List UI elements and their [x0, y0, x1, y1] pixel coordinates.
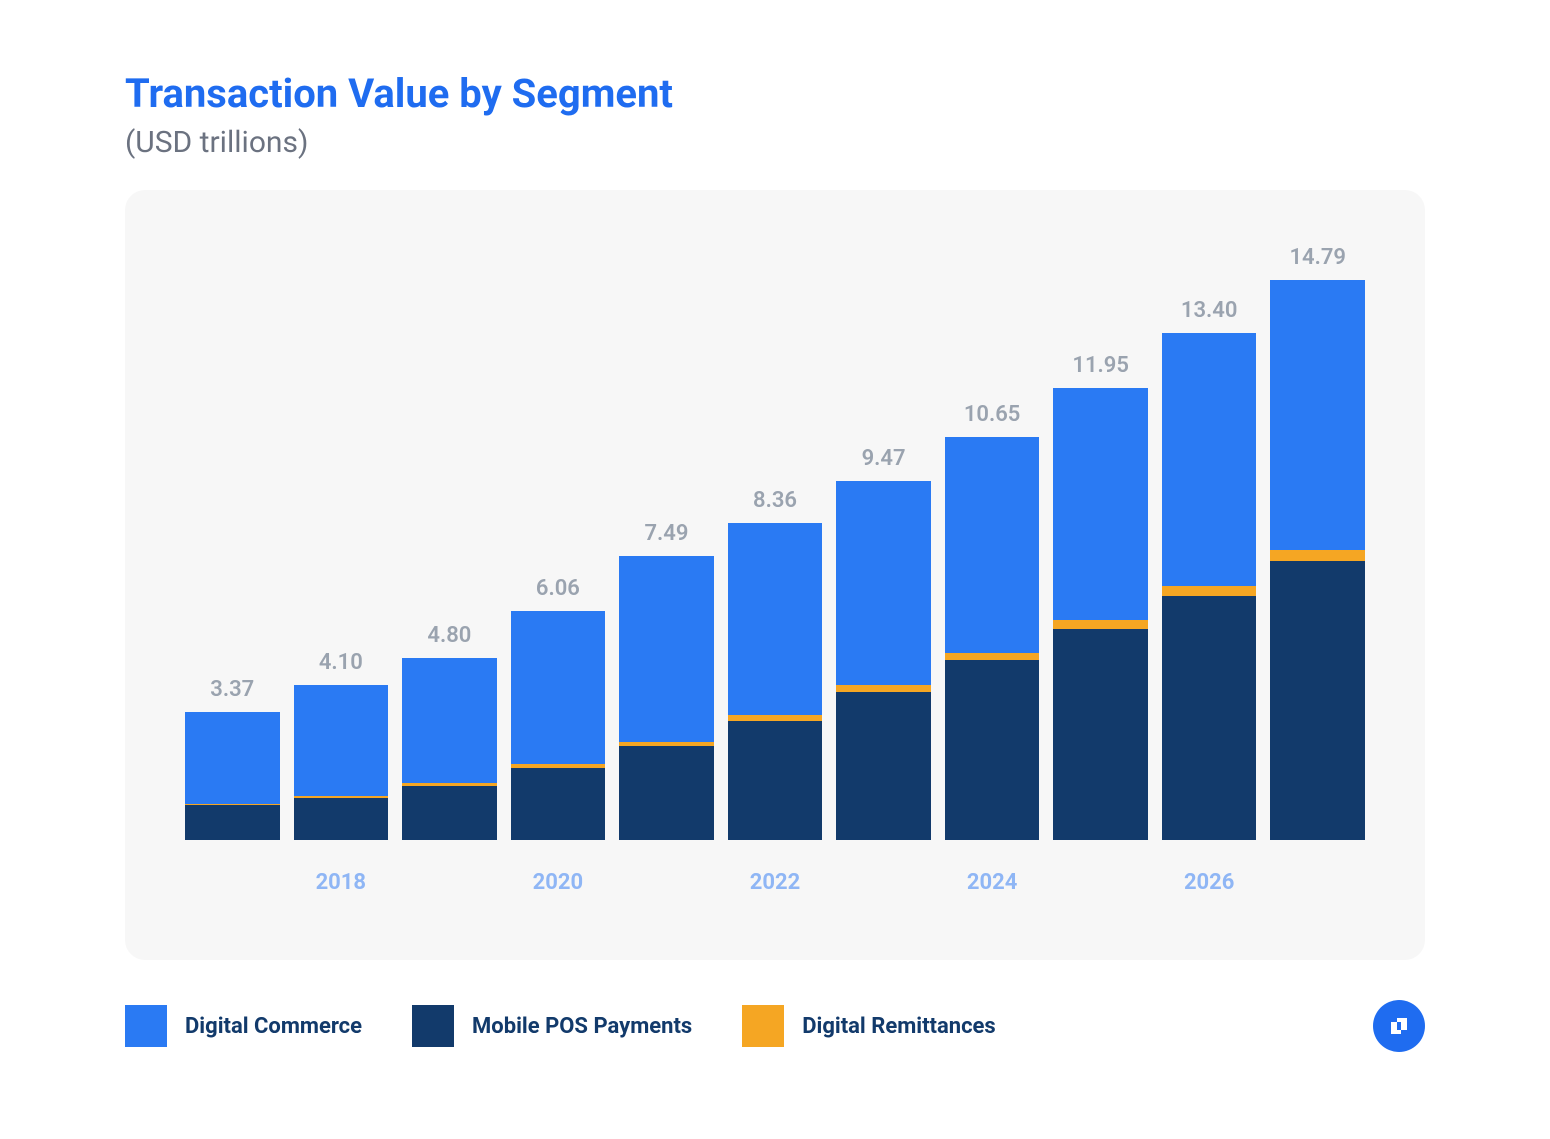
x-tick-label [836, 870, 931, 895]
bar-total-label: 11.95 [1072, 353, 1129, 378]
chart-title: Transaction Value by Segment [125, 70, 1425, 117]
bar-group: 9.47 [836, 240, 931, 840]
bar-total-label: 13.40 [1181, 298, 1238, 323]
bar-total-label: 14.79 [1289, 245, 1346, 270]
brand-logo-icon [1373, 1000, 1425, 1052]
bar-group: 4.10 [294, 240, 389, 840]
bar-segment [619, 746, 714, 840]
bar-segment [1053, 629, 1148, 840]
bar-stack [1162, 333, 1257, 840]
bar-stack [836, 481, 931, 840]
bar-stack [511, 611, 606, 840]
bar-group: 6.06 [511, 240, 606, 840]
bar-stack [402, 658, 497, 840]
bar-stack [294, 685, 389, 840]
bar-group: 8.36 [728, 240, 823, 840]
bar-stack [1053, 388, 1148, 840]
bar-segment [945, 653, 1040, 661]
bar-segment [1162, 596, 1257, 840]
legend-item: Mobile POS Payments [412, 1005, 692, 1047]
x-tick-label: 2020 [511, 870, 606, 895]
bar-total-label: 3.37 [210, 677, 254, 702]
bar-segment [402, 658, 497, 783]
bar-segment [728, 721, 823, 840]
bar-segment [511, 768, 606, 840]
x-tick-label [1270, 870, 1365, 895]
bar-segment [836, 481, 931, 684]
bar-group: 7.49 [619, 240, 714, 840]
bar-stack [945, 437, 1040, 840]
bar-total-label: 4.10 [319, 650, 363, 675]
bar-stack [1270, 280, 1365, 840]
x-tick-label: 2018 [294, 870, 389, 895]
bar-group: 11.95 [1053, 240, 1148, 840]
x-tick-label [1053, 870, 1148, 895]
bar-segment [619, 556, 714, 741]
bar-segment [294, 685, 389, 797]
bar-segment [511, 611, 606, 765]
legend: Digital Commerce Mobile POS Payments Digit… [125, 1000, 1425, 1052]
bar-segment [1053, 620, 1148, 629]
legend-label: Digital Commerce [185, 1014, 362, 1039]
legend-swatch [742, 1005, 784, 1047]
x-tick-label: 2026 [1162, 870, 1257, 895]
bar-group: 4.80 [402, 240, 497, 840]
legend-label: Digital Remittances [802, 1014, 996, 1039]
bar-stack [619, 556, 714, 840]
bar-segment [185, 712, 280, 804]
x-tick-label [402, 870, 497, 895]
bar-total-label: 4.80 [427, 623, 471, 648]
bar-segment [1270, 550, 1365, 561]
chart-area: 3.37 4.10 4.80 6.06 7.49 8.36 9.47 10.65 11.95 13… [125, 190, 1425, 960]
bar-segment [836, 692, 931, 840]
bar-total-label: 9.47 [862, 446, 906, 471]
bar-segment [728, 523, 823, 715]
bar-segment [294, 798, 389, 840]
bar-segment [1162, 333, 1257, 587]
bar-total-label: 7.49 [644, 521, 688, 546]
bar-stack [728, 523, 823, 840]
legend-item: Digital Remittances [742, 1005, 996, 1047]
bar-segment [945, 660, 1040, 840]
bar-segment [836, 685, 931, 692]
bar-total-label: 6.06 [536, 576, 580, 601]
chart-subtitle: (USD trillions) [125, 125, 1425, 160]
bar-total-label: 8.36 [753, 488, 797, 513]
bar-segment [1270, 280, 1365, 550]
bar-segment [402, 786, 497, 840]
x-tick-label: 2022 [728, 870, 823, 895]
legend-item: Digital Commerce [125, 1005, 362, 1047]
x-tick-label [619, 870, 714, 895]
legend-swatch [125, 1005, 167, 1047]
legend-label: Mobile POS Payments [472, 1014, 692, 1039]
bar-group: 3.37 [185, 240, 280, 840]
x-axis: 2018 2020 2022 2024 2026 [175, 870, 1375, 895]
bar-total-label: 10.65 [964, 402, 1021, 427]
bars-container: 3.37 4.10 4.80 6.06 7.49 8.36 9.47 10.65 11.95 13… [175, 240, 1375, 840]
bar-group: 13.40 [1162, 240, 1257, 840]
bar-segment [945, 437, 1040, 653]
bar-segment [1053, 388, 1148, 621]
bar-stack [185, 712, 280, 840]
legend-swatch [412, 1005, 454, 1047]
x-tick-label [185, 870, 280, 895]
bar-segment [185, 805, 280, 840]
x-tick-label: 2024 [945, 870, 1040, 895]
bar-group: 10.65 [945, 240, 1040, 840]
bar-group: 14.79 [1270, 240, 1365, 840]
bar-segment [1162, 586, 1257, 595]
bar-segment [1270, 561, 1365, 840]
